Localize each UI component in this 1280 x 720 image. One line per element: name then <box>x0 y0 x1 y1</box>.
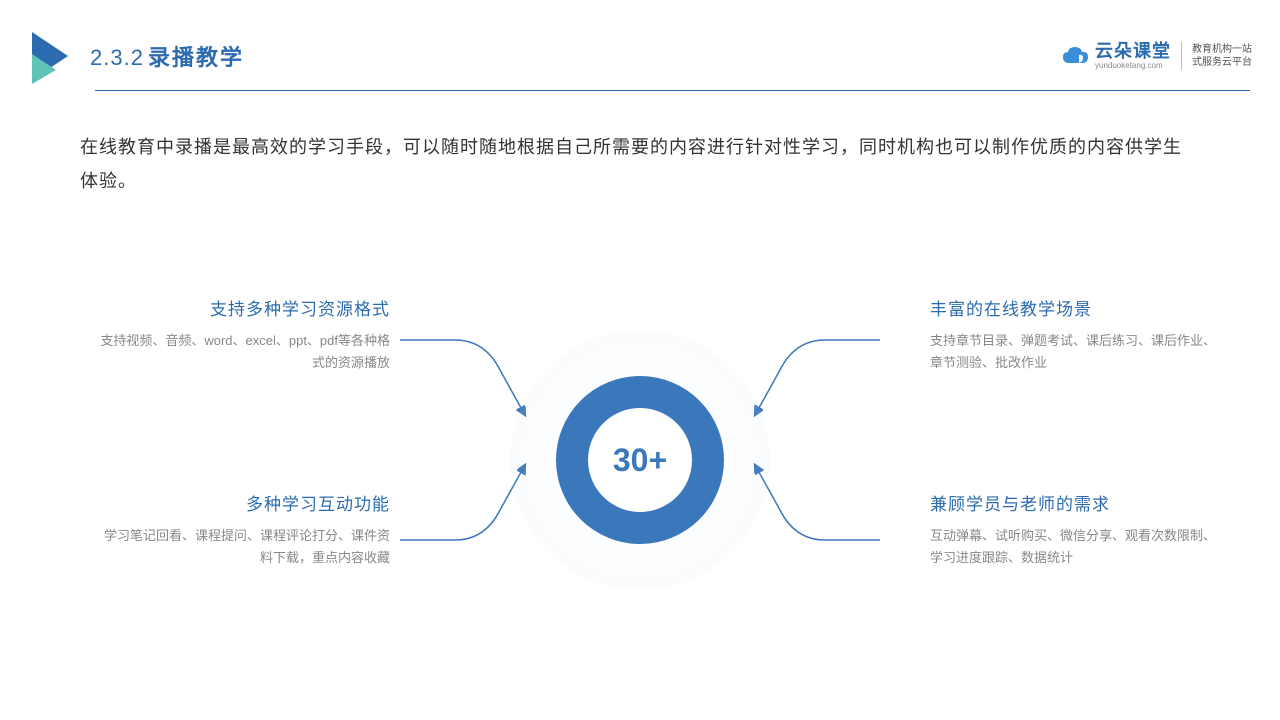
slide-header: 2.3.2 录播教学 云朵课堂 yunduoketang.com 教育机构一站 … <box>28 28 1252 84</box>
cloud-icon <box>1061 45 1091 67</box>
feature-top-left: 支持多种学习资源格式 支持视频、音频、word、excel、ppt、pdf等各种… <box>100 295 390 374</box>
logo-main: 云朵课堂 yunduoketang.com <box>1061 42 1171 70</box>
center-value: 30+ <box>613 442 667 479</box>
center-ring: 30+ <box>556 376 724 544</box>
feature-bottom-left: 多种学习互动功能 学习笔记回看、课程提问、课程评论打分、课件资料下载，重点内容收… <box>100 490 390 569</box>
feature-desc: 互动弹幕、试听购买、微信分享、观看次数限制、学习进度跟踪、数据统计 <box>930 525 1220 569</box>
header-left: 2.3.2 录播教学 <box>28 28 244 84</box>
tagline-line2: 式服务云平台 <box>1192 56 1252 69</box>
slide-description: 在线教育中录播是最高效的学习手段，可以随时随地根据自己所需要的内容进行针对性学习… <box>80 130 1200 198</box>
feature-desc: 学习笔记回看、课程提问、课程评论打分、课件资料下载，重点内容收藏 <box>100 525 390 569</box>
section-number: 2.3.2 <box>90 45 144 71</box>
logo-tagline: 教育机构一站 式服务云平台 <box>1192 43 1252 69</box>
brand-logo: 云朵课堂 yunduoketang.com 教育机构一站 式服务云平台 <box>1061 42 1252 70</box>
radial-diagram: 30+ 支持多种学习资源格式 支持视频、音频、word、excel、ppt、pd… <box>0 260 1280 660</box>
logo-domain-text: yunduoketang.com <box>1095 62 1171 70</box>
logo-divider <box>1181 42 1182 70</box>
tagline-line1: 教育机构一站 <box>1192 43 1252 56</box>
feature-title: 支持多种学习资源格式 <box>100 295 390 320</box>
feature-bottom-right: 兼顾学员与老师的需求 互动弹幕、试听购买、微信分享、观看次数限制、学习进度跟踪、… <box>930 490 1220 569</box>
logo-brand-text: 云朵课堂 <box>1095 42 1171 60</box>
feature-desc: 支持章节目录、弹题考试、课后练习、课后作业、章节测验、批改作业 <box>930 330 1220 374</box>
feature-desc: 支持视频、音频、word、excel、ppt、pdf等各种格式的资源播放 <box>100 330 390 374</box>
center-halo: 30+ <box>510 330 770 590</box>
section-title: 录播教学 <box>148 40 244 72</box>
section-heading: 2.3.2 录播教学 <box>90 40 244 72</box>
feature-title: 丰富的在线教学场景 <box>930 295 1220 320</box>
feature-title: 多种学习互动功能 <box>100 490 390 515</box>
feature-title: 兼顾学员与老师的需求 <box>930 490 1220 515</box>
play-icon <box>28 28 76 84</box>
title-underline <box>95 90 1250 91</box>
feature-top-right: 丰富的在线教学场景 支持章节目录、弹题考试、课后练习、课后作业、章节测验、批改作… <box>930 295 1220 374</box>
